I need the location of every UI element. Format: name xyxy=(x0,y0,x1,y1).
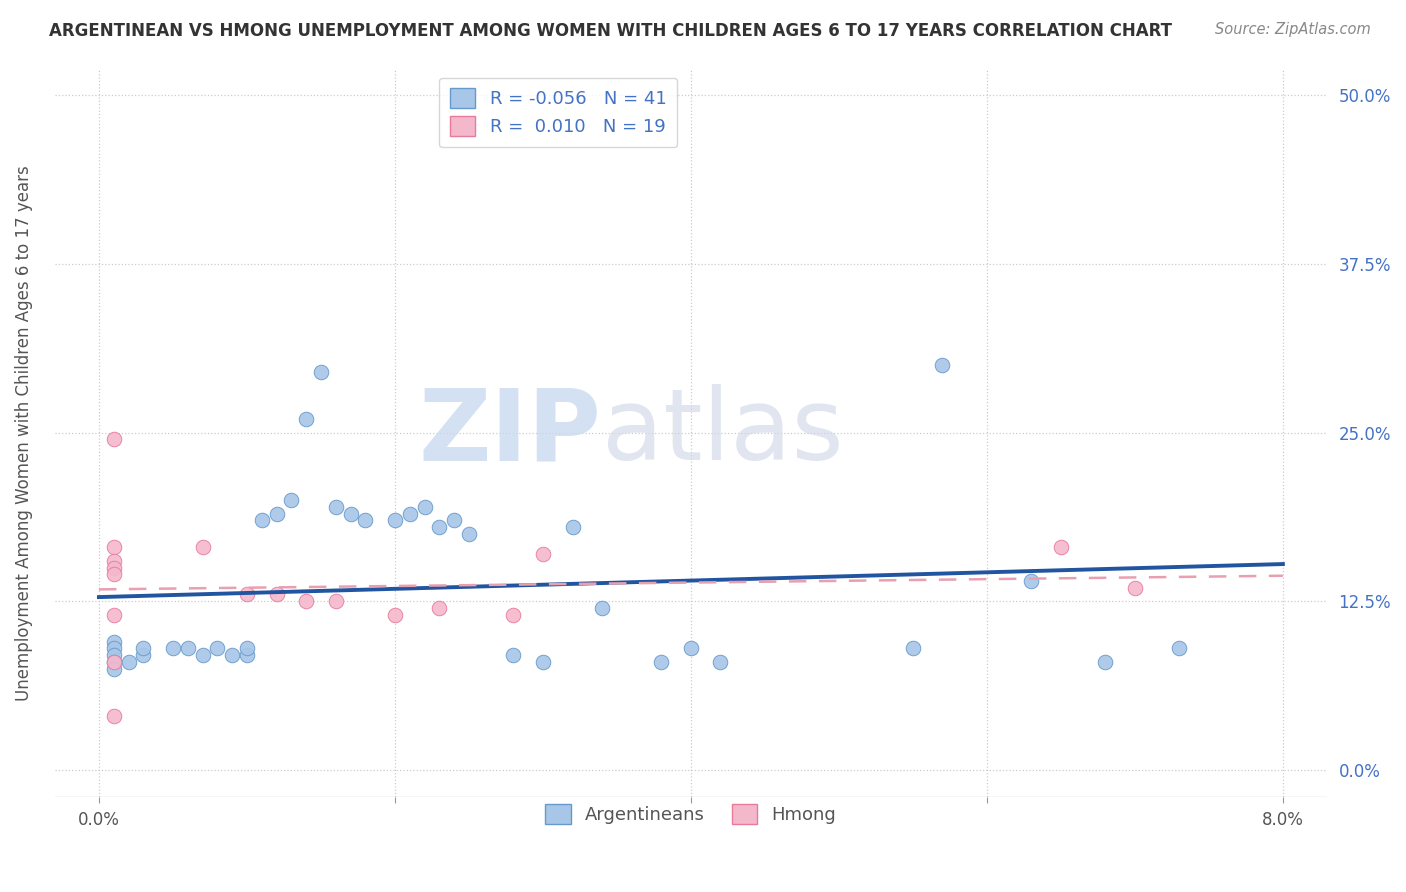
Text: ARGENTINEAN VS HMONG UNEMPLOYMENT AMONG WOMEN WITH CHILDREN AGES 6 TO 17 YEARS C: ARGENTINEAN VS HMONG UNEMPLOYMENT AMONG … xyxy=(49,22,1173,40)
Point xyxy=(591,601,613,615)
Point xyxy=(103,655,125,669)
Point xyxy=(191,541,214,555)
Point xyxy=(103,648,125,663)
Point xyxy=(236,648,259,663)
Point xyxy=(679,641,702,656)
Point xyxy=(266,587,288,601)
Point xyxy=(103,541,125,555)
Point xyxy=(531,655,554,669)
Legend: Argentineans, Hmong: Argentineans, Hmong xyxy=(534,794,848,835)
Point xyxy=(177,641,200,656)
Point xyxy=(266,507,288,521)
Point xyxy=(458,526,481,541)
Point xyxy=(132,648,155,663)
Point xyxy=(427,520,450,534)
Point xyxy=(443,513,465,527)
Point xyxy=(1123,581,1146,595)
Point xyxy=(295,412,318,426)
Point xyxy=(384,513,406,527)
Point xyxy=(103,560,125,574)
Point xyxy=(502,607,524,622)
Point xyxy=(191,648,214,663)
Point xyxy=(1168,641,1191,656)
Point xyxy=(502,648,524,663)
Point xyxy=(398,507,420,521)
Point xyxy=(1019,574,1042,588)
Point xyxy=(250,513,273,527)
Point xyxy=(103,655,125,669)
Point xyxy=(236,587,259,601)
Point xyxy=(103,662,125,676)
Point xyxy=(162,641,184,656)
Point xyxy=(325,594,347,608)
Point xyxy=(427,601,450,615)
Text: ZIP: ZIP xyxy=(419,384,602,481)
Point xyxy=(132,641,155,656)
Point xyxy=(103,567,125,582)
Point xyxy=(103,634,125,648)
Point xyxy=(103,433,125,447)
Point xyxy=(309,365,332,379)
Point xyxy=(103,641,125,656)
Point xyxy=(221,648,243,663)
Point xyxy=(561,520,583,534)
Point xyxy=(295,594,318,608)
Point xyxy=(117,655,139,669)
Point xyxy=(1050,541,1073,555)
Text: atlas: atlas xyxy=(602,384,844,481)
Point xyxy=(325,500,347,514)
Text: Source: ZipAtlas.com: Source: ZipAtlas.com xyxy=(1215,22,1371,37)
Point xyxy=(354,513,377,527)
Point xyxy=(280,493,302,508)
Point xyxy=(103,554,125,568)
Point xyxy=(207,641,229,656)
Point xyxy=(413,500,436,514)
Point xyxy=(236,641,259,656)
Point xyxy=(339,507,361,521)
Point xyxy=(384,607,406,622)
Point xyxy=(531,547,554,561)
Point xyxy=(103,709,125,723)
Y-axis label: Unemployment Among Women with Children Ages 6 to 17 years: Unemployment Among Women with Children A… xyxy=(15,165,32,700)
Point xyxy=(103,607,125,622)
Point xyxy=(1094,655,1116,669)
Point xyxy=(650,655,672,669)
Point xyxy=(931,358,953,372)
Point xyxy=(901,641,924,656)
Point xyxy=(709,655,731,669)
